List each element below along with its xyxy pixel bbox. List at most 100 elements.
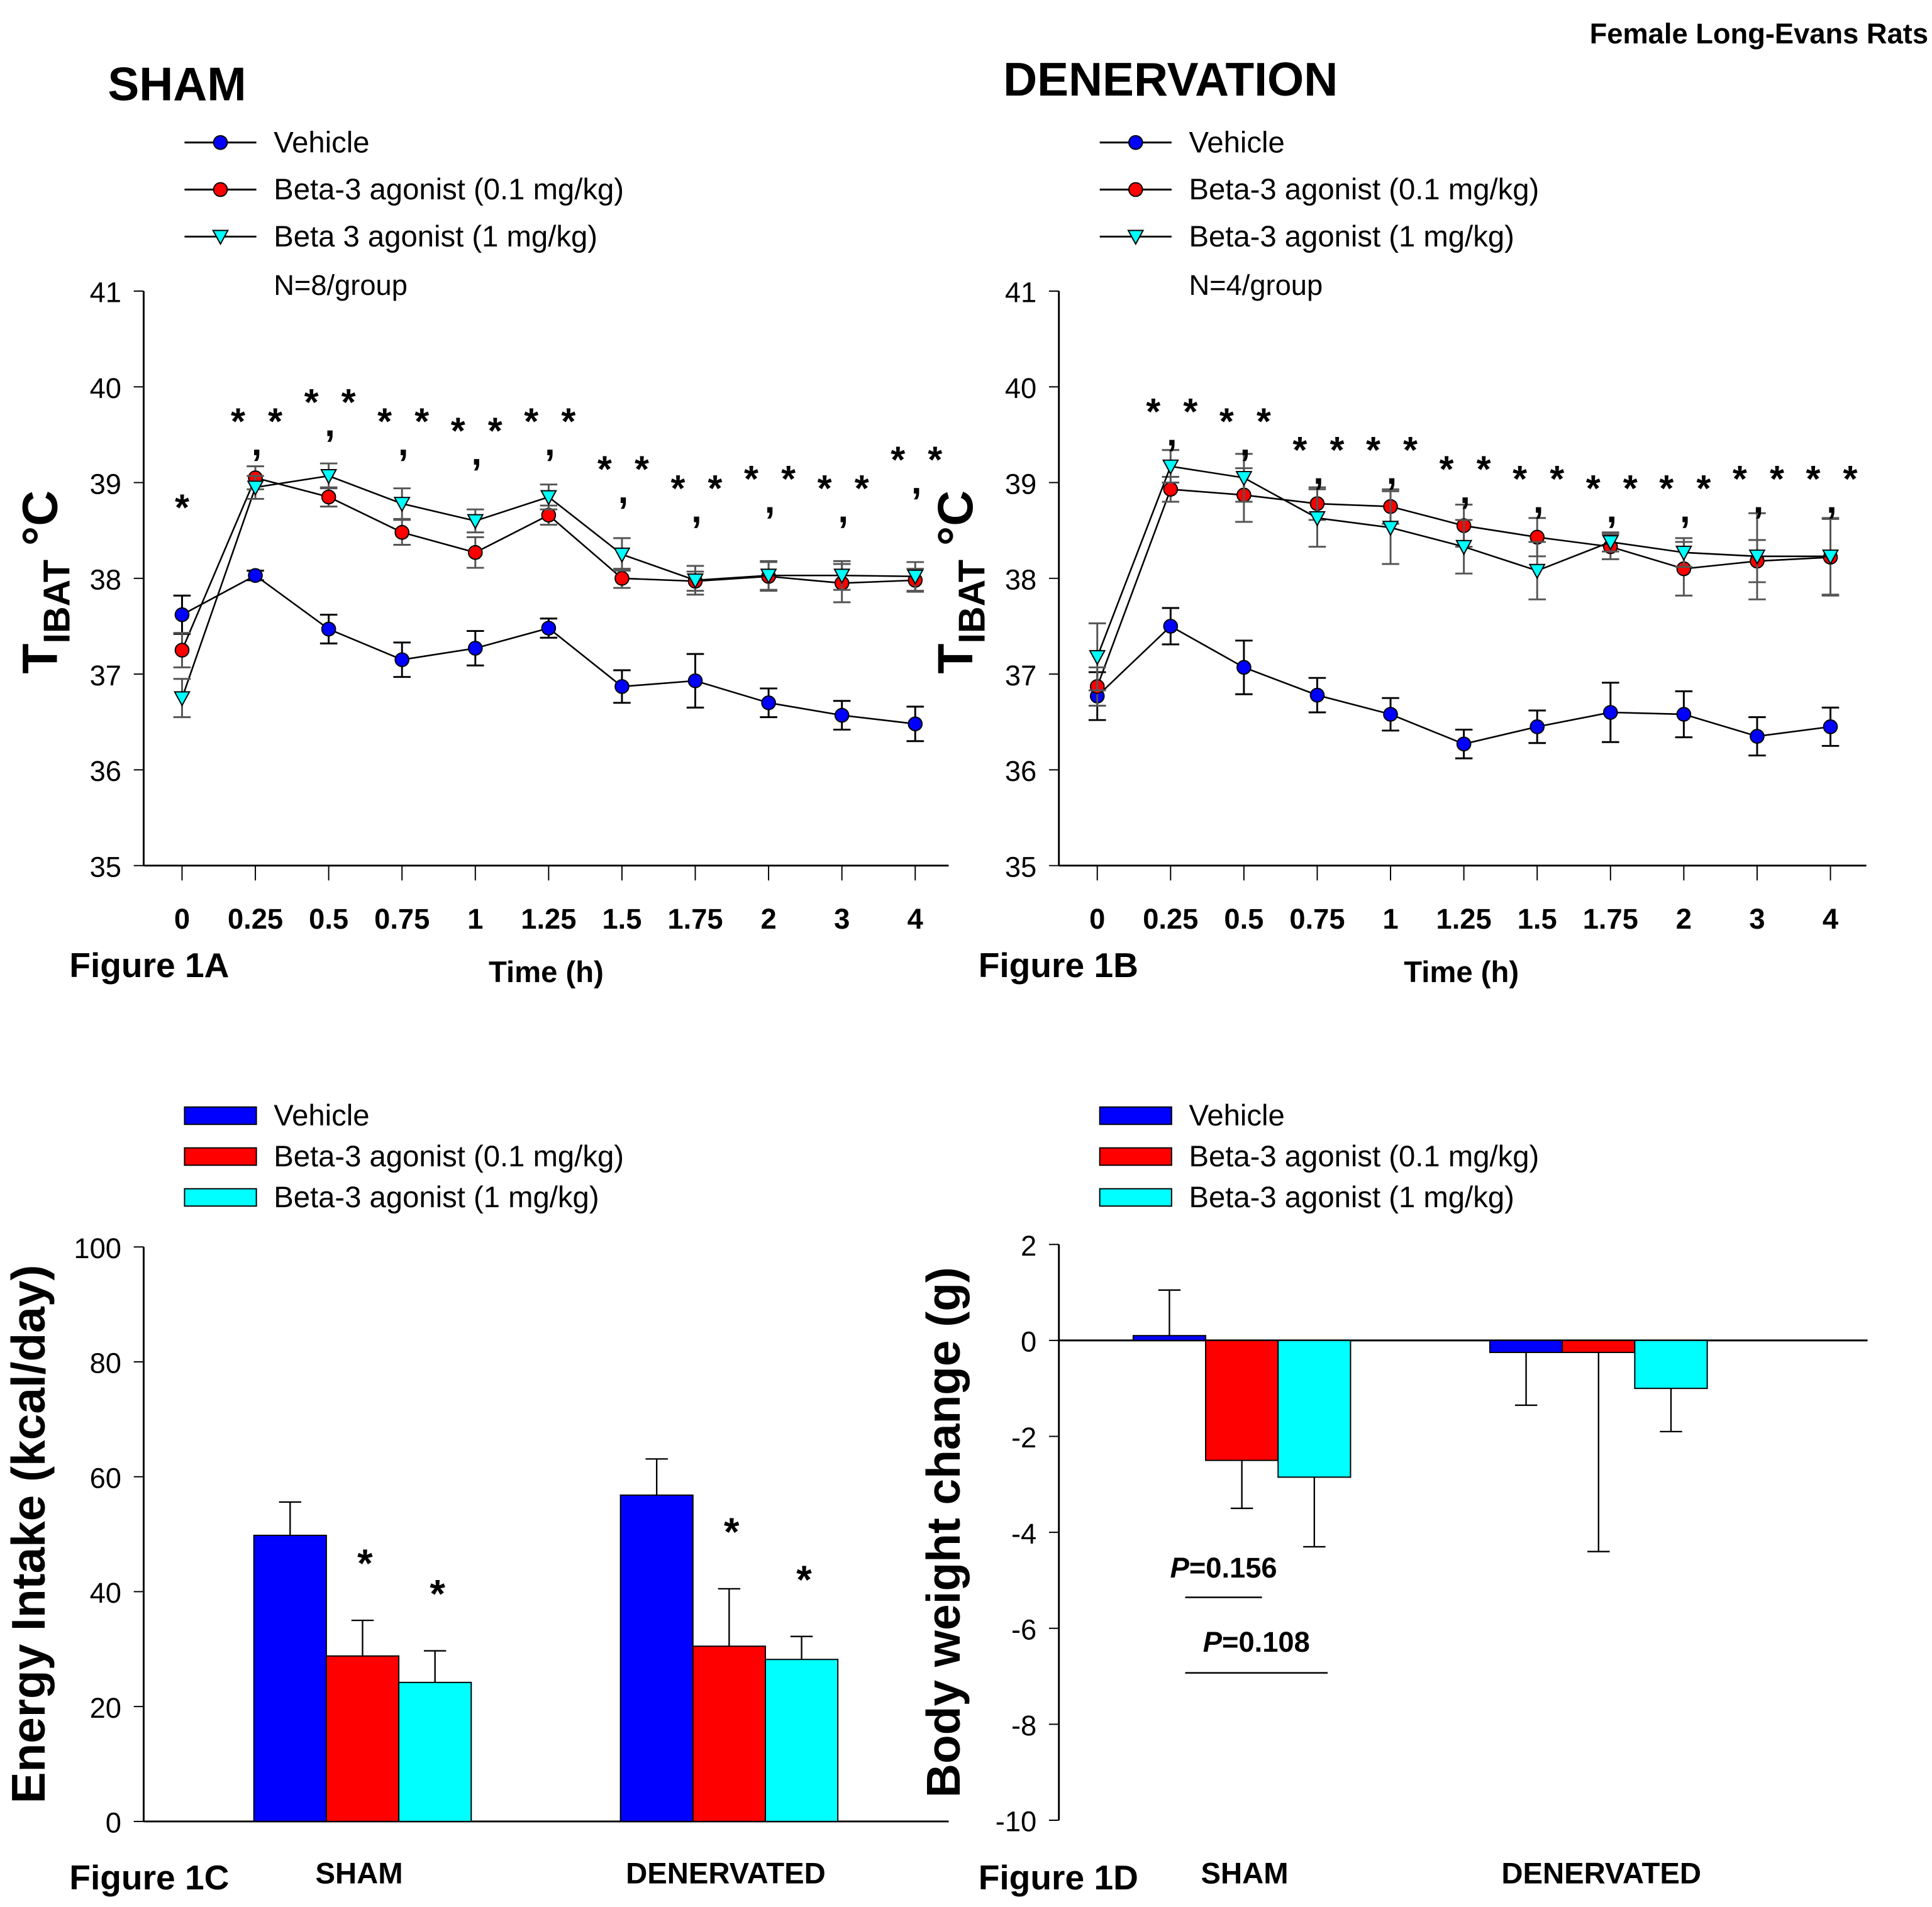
data-point bbox=[1308, 511, 1326, 527]
x-tick-label: 0.75 bbox=[374, 903, 430, 935]
legend-swatch bbox=[1099, 1106, 1172, 1125]
legend-swatch bbox=[1099, 1188, 1172, 1207]
significance-mark: , bbox=[1533, 479, 1543, 521]
data-point bbox=[1127, 229, 1145, 246]
y-tick-label: 39 bbox=[90, 468, 121, 500]
series-line bbox=[1096, 625, 1831, 745]
legend-swatch bbox=[184, 1106, 257, 1125]
data-point bbox=[321, 489, 336, 505]
significance-mark: , bbox=[838, 489, 848, 531]
significance-mark: * bbox=[1257, 401, 1271, 442]
data-point bbox=[213, 135, 228, 150]
x-tick-label: 1 bbox=[467, 903, 483, 935]
x-tick-label: 0.75 bbox=[1289, 903, 1345, 935]
legend-label: Beta-3 agonist (0.1 mg/kg) bbox=[274, 1140, 624, 1173]
figure-label: Figure 1C bbox=[69, 1858, 229, 1897]
x-tick-label: 2 bbox=[761, 903, 777, 935]
bar bbox=[1562, 1339, 1636, 1353]
data-point bbox=[1750, 729, 1765, 744]
data-point bbox=[213, 182, 228, 197]
data-point bbox=[760, 568, 777, 585]
y-tick-label: 0 bbox=[106, 1807, 121, 1839]
x-tick-label: 1.75 bbox=[667, 903, 723, 935]
significance-mark: , bbox=[618, 470, 628, 511]
legend-label: Vehicle bbox=[1189, 1099, 1284, 1132]
data-point bbox=[393, 497, 411, 512]
significance-mark: , bbox=[1607, 489, 1617, 531]
species-label: Female Long-Evans Rats bbox=[1590, 18, 1929, 50]
significance-mark: * bbox=[855, 468, 869, 509]
significance-mark: * bbox=[268, 401, 282, 442]
data-point bbox=[540, 490, 557, 506]
data-point bbox=[174, 607, 190, 622]
data-point bbox=[394, 524, 410, 540]
data-point bbox=[467, 641, 483, 656]
y-tick-label: 20 bbox=[90, 1692, 121, 1724]
significance-mark: * bbox=[414, 401, 429, 442]
bar bbox=[1634, 1339, 1708, 1390]
significance-mark: * bbox=[1659, 468, 1674, 509]
chart-1d: Vehicle Beta-3 agonist (0.1 mg/kg) Beta-3 … bbox=[917, 1099, 1868, 1897]
data-point bbox=[467, 514, 484, 530]
y-tick-label: -6 bbox=[1011, 1613, 1036, 1645]
y-tick-label: 40 bbox=[1005, 372, 1036, 404]
significance-mark: * bbox=[781, 458, 796, 500]
significance-mark: , bbox=[1387, 451, 1397, 492]
x-category-label: DENERVATED bbox=[626, 1857, 826, 1890]
x-tick-label: 1.5 bbox=[1518, 903, 1557, 935]
series-line bbox=[181, 574, 916, 725]
significance-mark: * bbox=[1733, 458, 1747, 500]
data-point bbox=[614, 679, 630, 694]
significance-mark: * bbox=[670, 468, 685, 509]
bar bbox=[398, 1681, 472, 1822]
y-axis-label: TIBAT °C bbox=[13, 490, 78, 674]
x-tick-label: 1.5 bbox=[602, 903, 641, 935]
legend-swatch bbox=[1099, 1147, 1172, 1166]
significance-mark: , bbox=[1753, 479, 1763, 521]
y-tick-label: 36 bbox=[90, 755, 121, 787]
x-tick-label: 0.5 bbox=[309, 903, 348, 935]
significance-mark: , bbox=[765, 479, 775, 521]
data-point bbox=[1602, 705, 1618, 720]
legend-label: Beta-3 agonist (0.1 mg/kg) bbox=[1189, 173, 1539, 206]
x-tick-label: 0 bbox=[1089, 903, 1105, 935]
y-tick-label: 100 bbox=[74, 1232, 121, 1264]
x-category-label: SHAM bbox=[316, 1857, 403, 1890]
significance-mark: * bbox=[891, 439, 905, 480]
x-tick-label: 1.25 bbox=[521, 903, 576, 935]
significance-mark: * bbox=[1623, 468, 1638, 509]
x-category-label: SHAM bbox=[1201, 1857, 1289, 1890]
y-tick-label: -2 bbox=[1011, 1422, 1036, 1454]
bar bbox=[253, 1534, 327, 1822]
x-tick-label: 0.25 bbox=[228, 903, 283, 935]
data-point bbox=[1163, 619, 1179, 634]
bar bbox=[765, 1659, 839, 1822]
data-point bbox=[321, 621, 336, 637]
figure-label: Figure 1B bbox=[979, 946, 1138, 985]
data-point bbox=[833, 568, 851, 585]
significance-mark: * bbox=[1366, 429, 1380, 471]
significance-mark: , bbox=[1240, 422, 1250, 463]
significance-mark: * bbox=[724, 1510, 740, 1554]
significance-mark: * bbox=[928, 439, 942, 480]
significance-mark: , bbox=[472, 431, 482, 473]
bar bbox=[692, 1645, 766, 1822]
significance-mark: * bbox=[1550, 458, 1564, 500]
legend-label: Beta-3 agonist (1 mg/kg) bbox=[1189, 220, 1514, 253]
data-point bbox=[1309, 687, 1325, 703]
x-tick-label: 1.75 bbox=[1583, 903, 1638, 935]
data-point bbox=[908, 716, 923, 732]
data-point bbox=[1128, 182, 1143, 197]
significance-mark: , bbox=[1313, 451, 1323, 492]
data-point bbox=[174, 643, 190, 658]
significance-mark: , bbox=[1460, 470, 1470, 511]
data-point bbox=[1528, 563, 1546, 580]
data-point bbox=[1236, 660, 1252, 675]
n-note: N=8/group bbox=[274, 269, 408, 301]
data-point bbox=[1602, 535, 1619, 551]
bar bbox=[1205, 1339, 1279, 1461]
data-point bbox=[248, 568, 263, 583]
p-value-annotation: P=0.108 bbox=[1203, 1626, 1310, 1658]
x-axis-label: Time (h) bbox=[1404, 956, 1519, 989]
